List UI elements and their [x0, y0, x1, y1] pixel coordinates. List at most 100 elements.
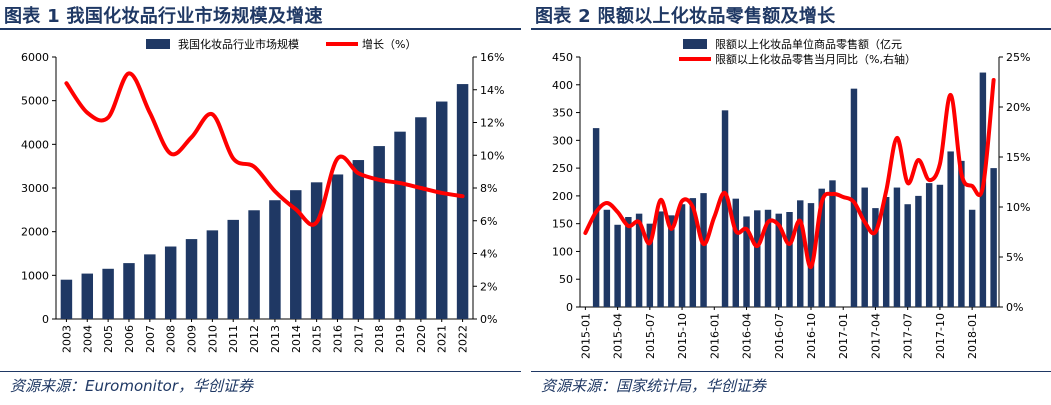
- left-tick-label: 1000: [21, 269, 49, 282]
- bar: [592, 128, 600, 307]
- x-tick-label: 2016-01: [708, 313, 721, 359]
- bar: [290, 190, 302, 319]
- x-tick-label: 2015: [311, 325, 324, 353]
- bar: [743, 216, 750, 307]
- bar: [829, 180, 836, 307]
- x-tick-label: 2022: [457, 325, 470, 353]
- bar: [990, 168, 997, 307]
- bar: [968, 209, 976, 307]
- bar: [456, 84, 469, 319]
- chart-panel-2: 图表 2 限额以上化妆品零售额及增长 0 50 100 150 200 250 300 350…: [531, 0, 1051, 405]
- bar: [958, 160, 965, 307]
- right-tick-label: 6%: [480, 215, 497, 228]
- legend-label: 增长（%）: [362, 37, 416, 51]
- bar: [394, 131, 406, 319]
- bar: [625, 217, 632, 307]
- left-tick-label: 2000: [21, 226, 49, 239]
- x-tick-label: 2020: [415, 325, 428, 353]
- x-tick-label: 2011: [227, 325, 240, 353]
- x-tick-label: 2006: [123, 325, 136, 353]
- left-tick-label: 450: [552, 51, 573, 64]
- right-tick-label: 4%: [480, 248, 497, 261]
- left-tick-label: 150: [552, 218, 573, 231]
- bar: [807, 203, 815, 307]
- bar: [904, 204, 911, 307]
- x-tick-label: 2016-07: [773, 313, 786, 359]
- left-tick-label: 400: [552, 79, 573, 92]
- growth-line: [583, 78, 996, 270]
- x-tick-label: 2015-07: [644, 313, 657, 359]
- x-tick-label: 2013: [269, 325, 282, 353]
- bar: [310, 182, 323, 319]
- bar: [925, 183, 933, 307]
- growth-line: [64, 71, 465, 227]
- bar: [861, 187, 868, 307]
- bar: [754, 210, 761, 307]
- bar: [657, 211, 664, 307]
- bar: [435, 101, 448, 319]
- bar: [947, 151, 954, 307]
- title-divider: [0, 28, 521, 30]
- x-tick-label: 2017-10: [934, 313, 947, 359]
- source-divider: [0, 371, 521, 372]
- chart-title: 图表 1 我国化妆品行业市场规模及增速: [4, 6, 323, 27]
- bar: [603, 209, 611, 307]
- bar: [352, 160, 365, 319]
- x-tick-label: 2019: [394, 325, 407, 353]
- bar: [732, 198, 740, 307]
- x-tick-label: 2017-07: [902, 313, 915, 359]
- x-tick-label: 2018: [373, 325, 386, 353]
- bar: [185, 239, 198, 319]
- left-tick-label: 5000: [21, 95, 49, 108]
- title-divider: [531, 28, 1051, 30]
- x-tick-label: 2021: [436, 325, 449, 353]
- x-tick-label: 2010: [206, 325, 219, 353]
- x-tick-label: 2016-10: [805, 313, 818, 359]
- right-tick-label: 14%: [480, 84, 504, 97]
- right-tick-label: 0%: [480, 313, 497, 326]
- right-tick-label: 12%: [480, 117, 504, 130]
- right-tick-label: 0%: [1006, 301, 1023, 314]
- bar: [123, 263, 135, 319]
- x-tick-label: 2007: [144, 325, 157, 353]
- bar: [164, 246, 177, 319]
- bar: [144, 254, 156, 319]
- x-tick-label: 2008: [165, 325, 178, 353]
- right-tick-label: 16%: [480, 51, 504, 64]
- bar: [614, 224, 621, 307]
- bar: [668, 215, 675, 307]
- bar: [331, 174, 344, 319]
- bar: [797, 200, 804, 307]
- bar: [689, 198, 697, 307]
- x-tick-label: 2004: [81, 325, 94, 353]
- bar: [415, 117, 427, 319]
- bar: [81, 273, 94, 319]
- left-tick-label: 250: [552, 162, 573, 175]
- bar: [206, 230, 219, 319]
- x-tick-label: 2014: [290, 325, 303, 353]
- bar: [269, 200, 281, 319]
- chart-source: 资源来源：Euromonitor，华创证券: [10, 377, 254, 395]
- right-tick-label: 20%: [1006, 101, 1030, 114]
- x-tick-label: 2003: [60, 325, 73, 353]
- bar: [678, 204, 686, 307]
- x-tick-label: 2017: [352, 325, 365, 353]
- x-tick-label: 2016: [331, 325, 344, 353]
- right-tick-label: 10%: [1006, 201, 1030, 214]
- left-tick-label: 0: [42, 313, 49, 326]
- x-tick-label: 2012: [248, 325, 261, 353]
- bar: [936, 184, 944, 307]
- bar: [60, 279, 73, 319]
- x-tick-label: 2017-04: [869, 313, 882, 359]
- bar: [721, 110, 729, 307]
- x-tick-label: 2015-01: [579, 313, 592, 359]
- bar: [700, 193, 707, 307]
- x-tick-label: 2018-01: [966, 313, 979, 359]
- x-tick-label: 2017-01: [837, 313, 850, 359]
- chart-panel-1: 图表 1 我国化妆品行业市场规模及增速 0 1000 2000 3000 4000 500…: [0, 0, 521, 405]
- bar: [646, 223, 654, 307]
- left-tick-label: 6000: [21, 51, 49, 64]
- x-tick-label: 2015-04: [612, 313, 625, 359]
- left-tick-label: 200: [552, 190, 573, 203]
- bar: [227, 219, 239, 319]
